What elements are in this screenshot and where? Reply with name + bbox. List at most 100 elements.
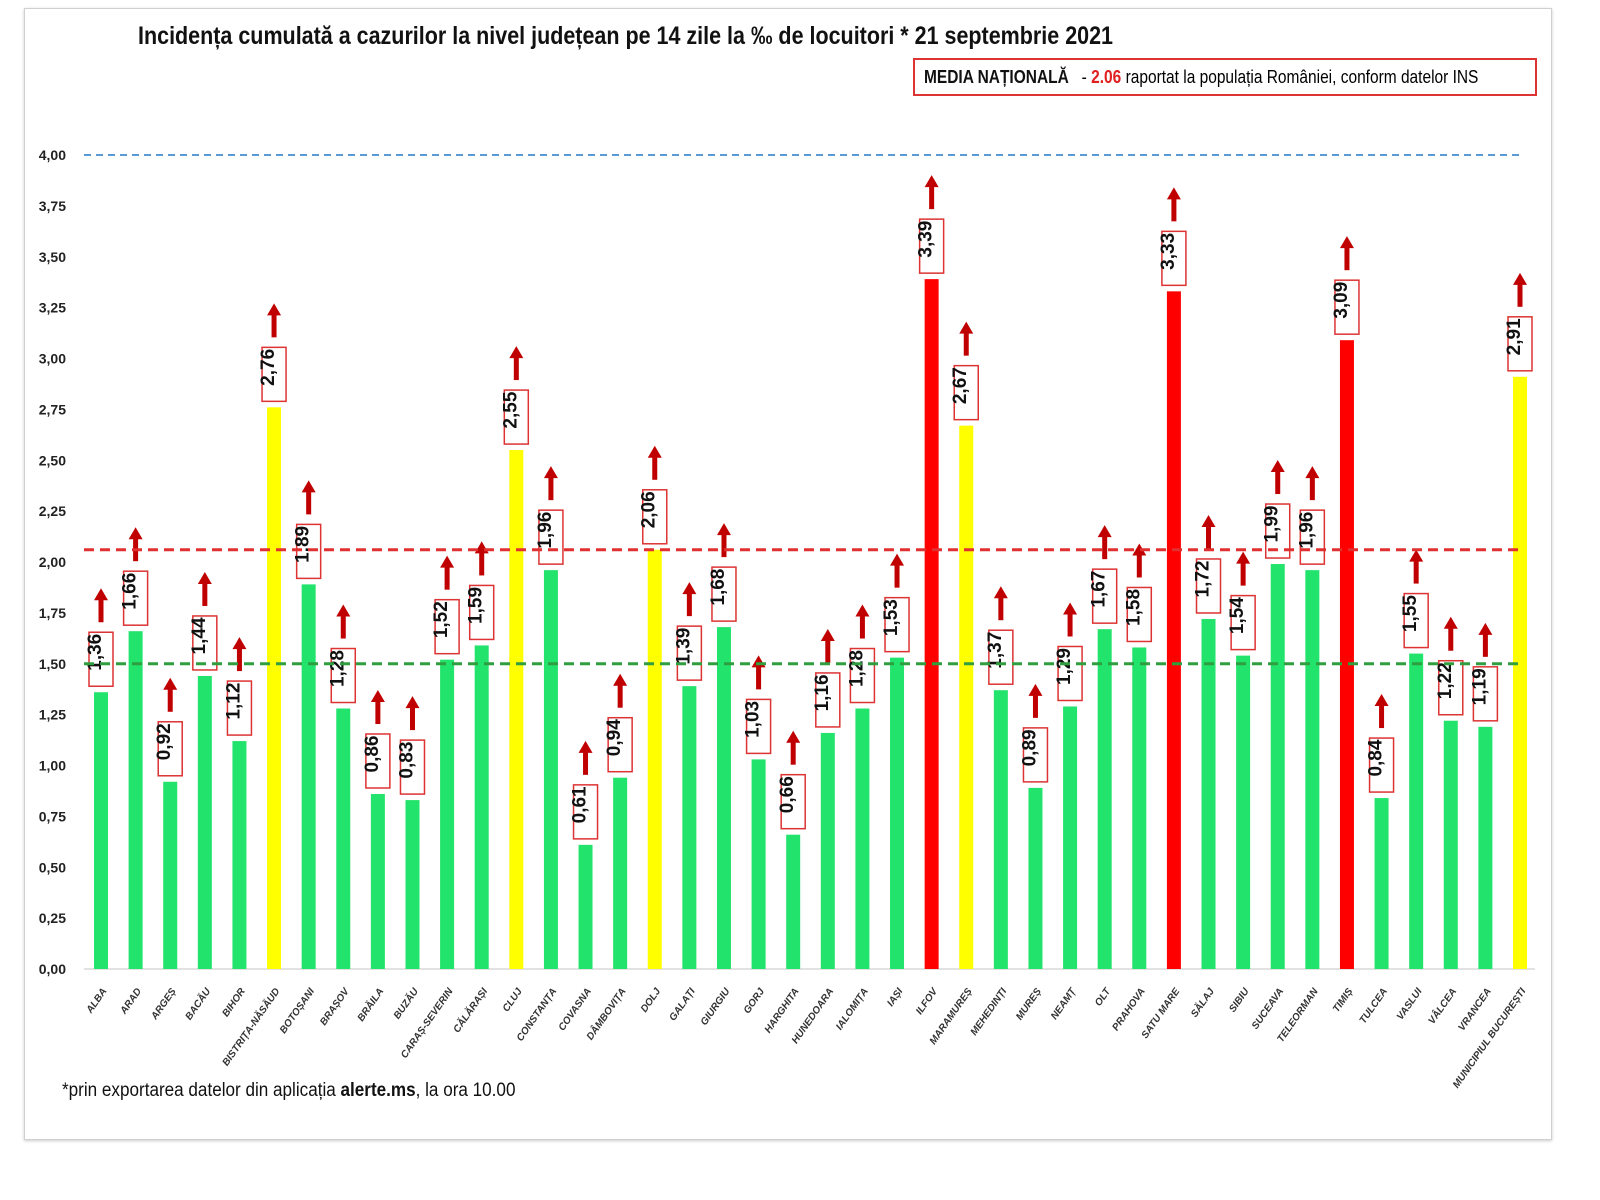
x-tick-label: MUREȘ [1014, 986, 1044, 1022]
y-tick-label: 0,25 [39, 910, 66, 926]
data-label-box [1022, 727, 1049, 783]
y-tick-label: 1,50 [39, 656, 66, 672]
footnote-source: alerte.ms [340, 1080, 416, 1101]
bar [1374, 798, 1389, 969]
trend-arrow-shaft [1448, 627, 1454, 651]
bar [1443, 720, 1458, 969]
x-tick-label: BRAȘOV [318, 985, 352, 1027]
trend-up-arrow-icon [1305, 466, 1320, 479]
trend-arrow-shaft [1240, 562, 1246, 586]
trend-arrow-shaft [271, 314, 277, 338]
data-label-box [1126, 586, 1153, 643]
trend-up-arrow-icon [1236, 551, 1251, 564]
data-label: 0,89 [1019, 729, 1040, 766]
x-tick-label: BOTOȘANI [278, 986, 317, 1036]
trend-arrow-shaft [1102, 536, 1108, 560]
trend-up-arrow-icon [890, 553, 905, 566]
x-tick-label: ALBA [84, 986, 110, 1016]
data-label: 0,66 [777, 776, 798, 813]
x-tick-label: CLUJ [501, 986, 525, 1014]
y-tick-label: 3,25 [39, 300, 66, 316]
y-tick-label: 1,75 [39, 605, 66, 621]
data-label-box [88, 631, 114, 687]
bar [232, 741, 247, 969]
data-label: 1,39 [673, 628, 694, 665]
data-label: 0,61 [570, 786, 591, 823]
national-average-separator: - [1081, 66, 1087, 87]
bar [543, 570, 558, 969]
data-label: 2,76 [258, 349, 279, 386]
data-label: 1,59 [466, 587, 487, 624]
trend-up-arrow-icon [267, 303, 282, 316]
data-label-box [918, 218, 945, 274]
bar [1063, 706, 1078, 969]
trend-arrow-shaft [479, 552, 485, 576]
data-label-box [295, 523, 322, 580]
x-tick-label: ARAD [118, 986, 144, 1017]
data-label-box [1195, 558, 1222, 614]
trend-arrow-shaft [306, 491, 312, 515]
trend-arrow-shaft [1206, 525, 1212, 549]
data-label-box [1230, 594, 1256, 651]
data-label-box [988, 629, 1014, 685]
bar [1270, 564, 1285, 969]
y-tick-label: 2,25 [39, 503, 66, 519]
trend-up-arrow-icon [959, 321, 974, 334]
bar [94, 692, 108, 969]
trend-up-arrow-icon [1409, 549, 1424, 562]
trend-up-arrow-icon [197, 571, 212, 584]
data-label: 1,37 [985, 632, 1006, 669]
x-tick-label: BACĂU [182, 985, 214, 1023]
data-label: 1,67 [1089, 571, 1110, 608]
trend-arrow-shaft [1482, 633, 1488, 657]
bar [1236, 655, 1251, 969]
x-tick-label: SUCEAVA [1250, 986, 1286, 1031]
trend-up-arrow-icon [336, 604, 351, 617]
national-average-value: 2.06 [1091, 66, 1122, 87]
x-tick-label: CĂLĂRAȘI [450, 985, 490, 1035]
data-label: 1,55 [1400, 595, 1421, 632]
chart-title: Incidența cumulată a cazurilor la nivel … [138, 22, 1114, 50]
y-tick-label: 4,00 [39, 147, 66, 163]
trend-up-arrow-icon [1028, 683, 1043, 696]
trend-up-arrow-icon [1166, 187, 1181, 200]
bar [509, 450, 524, 969]
trend-arrow-shaft [929, 186, 935, 210]
bar [959, 425, 974, 969]
bar [1201, 618, 1216, 969]
trend-arrow-shaft [617, 684, 623, 708]
trend-arrow-shaft [548, 477, 554, 501]
bar [647, 549, 662, 969]
data-label-box [1368, 737, 1395, 793]
data-label-box [1334, 279, 1360, 335]
bar [751, 759, 766, 969]
bar [474, 645, 489, 969]
x-tick-label: TULCEA [1358, 986, 1390, 1026]
data-label-box [815, 672, 841, 728]
data-label: 1,29 [1054, 648, 1075, 685]
bar [197, 675, 212, 969]
bar [1305, 570, 1320, 969]
bar [855, 708, 870, 969]
data-label: 2,06 [639, 491, 660, 528]
x-tick-label: ARGEȘ [149, 986, 179, 1023]
x-tick-label: BRĂILA [354, 985, 386, 1023]
data-label: 1,72 [1193, 560, 1214, 597]
trend-arrow-shaft [1379, 705, 1385, 729]
trend-arrow-shaft [513, 357, 519, 381]
data-label: 1,22 [1435, 662, 1456, 699]
y-tick-label: 2,75 [39, 401, 66, 417]
x-tick-label: MEHEDINȚI [969, 986, 1010, 1038]
y-tick-label: 3,50 [39, 249, 66, 265]
data-label-box [434, 598, 460, 655]
national-average-text: raportat la populația României, conform … [1125, 66, 1479, 87]
trend-up-arrow-icon [370, 689, 385, 702]
data-label-box [572, 784, 599, 840]
y-tick-label: 3,00 [39, 351, 66, 367]
x-tick-label: VÂLCEA [1425, 985, 1459, 1026]
trend-up-arrow-icon [128, 527, 143, 540]
data-label: 1,52 [431, 601, 452, 638]
data-label: 1,58 [1123, 589, 1144, 626]
data-label-box [1438, 659, 1464, 716]
